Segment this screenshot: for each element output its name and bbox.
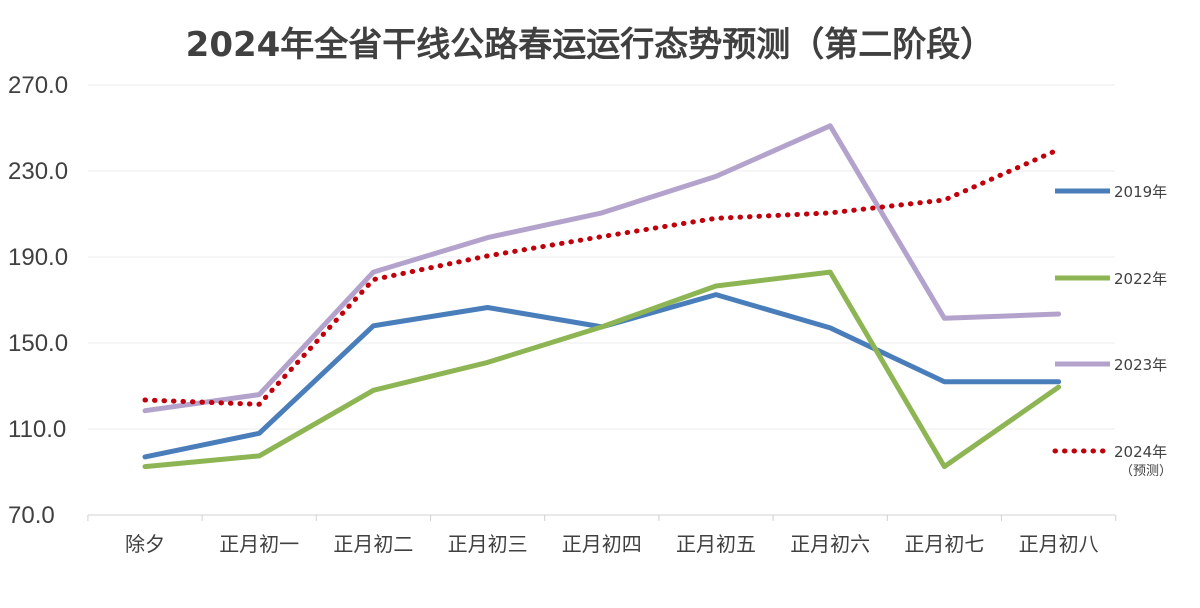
legend-label: 2024年 bbox=[1114, 443, 1167, 461]
x-tick-label: 正月初七 bbox=[904, 532, 984, 556]
series-lines bbox=[142, 123, 1062, 470]
y-tick-label: 110.0 bbox=[8, 416, 66, 443]
legend-label: 2023年 bbox=[1114, 356, 1167, 374]
y-tick-label: 270.0 bbox=[8, 72, 68, 99]
chart-title: 2024年全省干线公路春运运行态势预测（第二阶段） bbox=[186, 25, 995, 65]
legend-label: 2022年 bbox=[1114, 270, 1167, 288]
series-line bbox=[142, 147, 1062, 407]
x-tick-label: 正月初二 bbox=[333, 532, 413, 556]
x-tick-label: 正月初六 bbox=[790, 532, 870, 556]
axes: 70.0 110.0 150.0 190.0 230.0 270.0 除夕 正月初一 正月初二 正… bbox=[8, 72, 1117, 556]
series-line bbox=[142, 123, 1062, 414]
x-tick-label: 正月初一 bbox=[219, 532, 299, 556]
y-tick-label: 230.0 bbox=[8, 158, 68, 185]
y-tick-label: 150.0 bbox=[8, 330, 68, 357]
legend: 2019年 2022年 2023年 2024年 （预测） bbox=[1052, 183, 1172, 479]
x-tick-label: 正月初五 bbox=[676, 532, 756, 556]
x-tick-label: 正月初三 bbox=[448, 532, 528, 556]
legend-label: 2019年 bbox=[1114, 183, 1167, 201]
legend-sublabel: （预测） bbox=[1120, 464, 1172, 479]
series-line bbox=[142, 269, 1062, 470]
y-tick-label: 190.0 bbox=[8, 244, 68, 271]
gridlines bbox=[88, 84, 1115, 516]
x-tick-label: 正月初四 bbox=[562, 532, 642, 556]
x-tick-label: 除夕 bbox=[125, 532, 165, 556]
x-tick-label: 正月初八 bbox=[1019, 532, 1099, 556]
y-tick-label: 70.0 bbox=[8, 502, 55, 529]
